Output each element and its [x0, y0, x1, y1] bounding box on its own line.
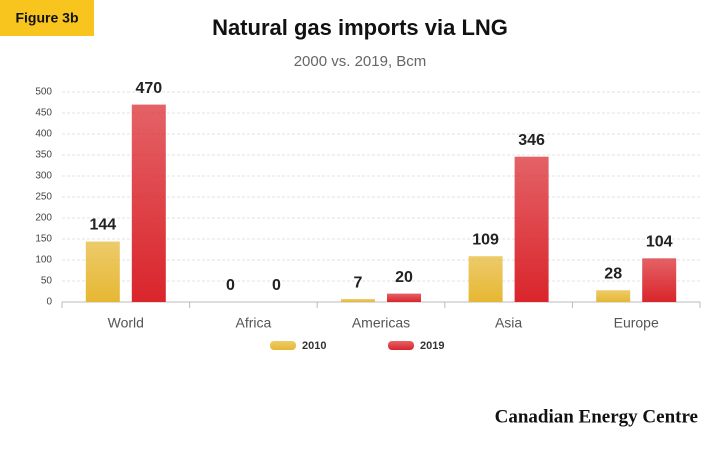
y-tick-label: 500	[35, 87, 52, 98]
bar	[131, 104, 166, 302]
bar	[387, 293, 421, 302]
legend-swatch	[388, 341, 414, 350]
y-tick-label: 400	[35, 129, 52, 140]
bar	[341, 299, 375, 302]
legend-swatch	[270, 341, 296, 350]
bar	[642, 258, 677, 302]
x-tick-label: Americas	[352, 315, 410, 331]
bar	[514, 156, 549, 302]
y-tick-label: 150	[35, 234, 52, 245]
value-label: 104	[646, 234, 673, 251]
y-tick-label: 100	[35, 255, 52, 266]
value-label: 28	[604, 265, 622, 282]
value-label: 20	[395, 269, 413, 286]
legend-label: 2010	[302, 340, 326, 352]
source: Canadian Energy Centre	[495, 406, 698, 427]
value-label: 0	[226, 277, 235, 294]
y-tick-label: 300	[35, 171, 52, 182]
value-label: 144	[89, 217, 116, 234]
value-label: 7	[354, 274, 363, 291]
x-tick-label: Africa	[236, 315, 272, 331]
y-tick-label: 450	[35, 108, 52, 119]
y-tick-label: 350	[35, 150, 52, 161]
value-label: 470	[135, 80, 162, 97]
x-tick-label: Asia	[495, 315, 522, 331]
x-tick-label: Europe	[614, 315, 659, 331]
bar	[85, 241, 120, 302]
figure-badge	[0, 0, 94, 36]
figure-label: Figure 3b	[15, 10, 78, 26]
y-tick-label: 50	[41, 276, 53, 287]
x-tick-label: World	[108, 315, 144, 331]
y-tick-label: 200	[35, 213, 52, 224]
bar	[468, 256, 503, 302]
value-label: 346	[518, 132, 545, 149]
legend-label: 2019	[420, 340, 444, 352]
value-label: 0	[272, 277, 281, 294]
chart-subtitle: 2000 vs. 2019, Bcm	[294, 53, 427, 70]
value-label: 109	[472, 231, 499, 248]
chart-title: Natural gas imports via LNG	[212, 15, 508, 40]
y-tick-label: 250	[35, 192, 52, 203]
y-tick-label: 0	[46, 297, 52, 308]
bar	[596, 290, 631, 302]
